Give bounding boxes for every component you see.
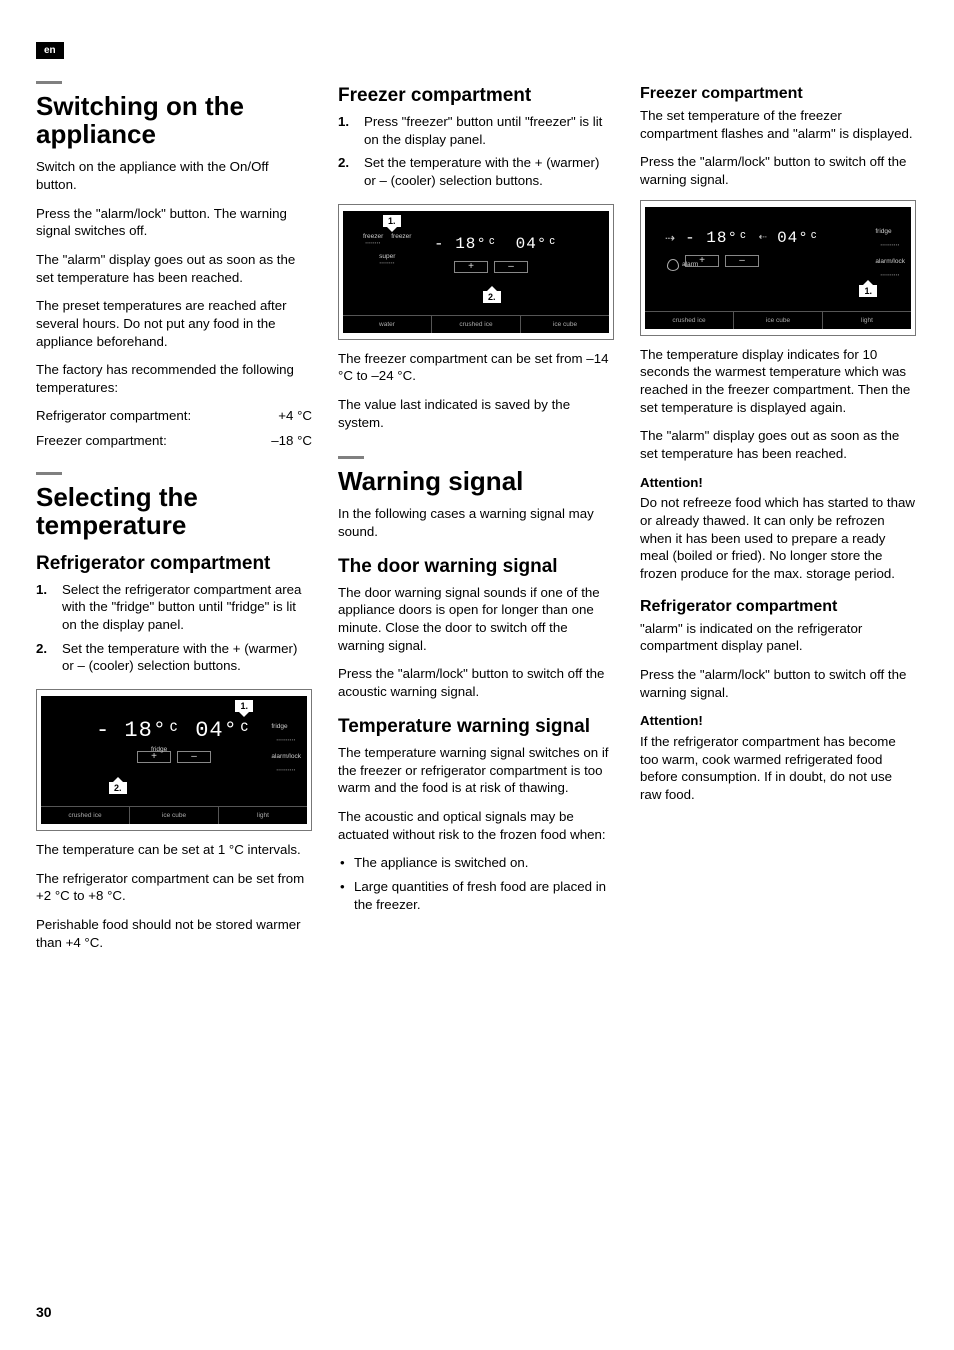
- display-freezer-temp: - 18°ᶜ: [685, 229, 749, 247]
- list-item: Set the temperature with the + (warmer) …: [36, 640, 312, 675]
- heading-switching-on: Switching on the appliance: [36, 92, 312, 148]
- callout-2: 2.: [109, 782, 127, 794]
- alarm-icon: [667, 259, 679, 271]
- temperature-row: Refrigerator compartment: +4 °C: [36, 408, 312, 423]
- panel-bottom-cube: ice cube: [130, 807, 219, 824]
- body-text: Perishable food should not be stored war…: [36, 916, 312, 951]
- display-fridge-temp: 04°ᶜ: [195, 718, 252, 743]
- list-item: Large quantities of fresh food are place…: [338, 878, 614, 913]
- bullet-list: The appliance is switched on. Large quan…: [338, 854, 614, 919]
- column-2: Freezer compartment Press "freezer" butt…: [338, 81, 614, 962]
- panel-bottom-light: light: [823, 312, 911, 329]
- subheading-door-warning: The door warning signal: [338, 556, 614, 578]
- panel-label-super: super: [363, 253, 411, 260]
- subheading-refrigerator-comp: Refrigerator compartment: [640, 598, 916, 616]
- list-item: Select the refrigerator compartment area…: [36, 581, 312, 634]
- display-freezer-temp: - 18°ᶜ: [96, 718, 181, 743]
- panel-bottom-light: light: [219, 807, 307, 824]
- column-1: Switching on the appliance Switch on the…: [36, 81, 312, 962]
- temp-value: –18 °C: [271, 433, 312, 448]
- body-text: Press the "alarm/lock" button to switch …: [640, 666, 916, 701]
- body-text: The "alarm" display goes out as soon as …: [640, 427, 916, 462]
- page-number: 30: [36, 1304, 52, 1320]
- display-fridge-temp: 04°ᶜ: [516, 235, 558, 253]
- ordered-list: Press "freezer" button until "freezer" i…: [338, 113, 614, 196]
- temp-label: Refrigerator compartment:: [36, 408, 191, 423]
- body-text: Press the "alarm/lock" button. The warni…: [36, 205, 312, 240]
- attention-label: Attention!: [640, 712, 916, 730]
- heading-selecting-temp: Selecting the temperature: [36, 483, 312, 539]
- figure-alarm-panel: fridge▪▪▪▪▪▪▪▪▪▪ alarm/lock▪▪▪▪▪▪▪▪▪▪ ⇢ …: [640, 200, 916, 336]
- minus-button: –: [494, 261, 528, 273]
- body-text: The freezer compartment can be set from …: [338, 350, 614, 385]
- list-item: Press "freezer" button until "freezer" i…: [338, 113, 614, 148]
- callout-1: 1.: [235, 700, 253, 712]
- body-text: Do not refreeze food which has started t…: [640, 494, 916, 582]
- body-text: The "alarm" display goes out as soon as …: [36, 251, 312, 286]
- content-columns: Switching on the appliance Switch on the…: [36, 81, 918, 962]
- panel-label-alarmlock: alarm/lock▪▪▪▪▪▪▪▪▪▪: [875, 255, 905, 279]
- section-divider: [338, 456, 364, 459]
- body-text: The preset temperatures are reached afte…: [36, 297, 312, 350]
- panel-bottom-crushed: crushed ice: [41, 807, 130, 824]
- subheading-refrigerator: Refrigerator compartment: [36, 553, 312, 575]
- body-text: In the following cases a warning signal …: [338, 505, 614, 540]
- body-text: Switch on the appliance with the On/Off …: [36, 158, 312, 193]
- attention-label: Attention!: [640, 474, 916, 492]
- panel-label-freezer: freezer: [363, 233, 383, 240]
- panel-bottom-crushed: crushed ice: [432, 316, 521, 333]
- display-freezer-temp: - 18°ᶜ: [434, 235, 498, 253]
- ordered-list: Select the refrigerator compartment area…: [36, 581, 312, 681]
- section-divider: [36, 81, 62, 84]
- body-text: The factory has recommended the followin…: [36, 361, 312, 396]
- body-text: The temperature display indicates for 10…: [640, 346, 916, 417]
- body-text: The set temperature of the freezer compa…: [640, 107, 916, 142]
- body-text: If the refrigerator compartment has beco…: [640, 733, 916, 804]
- callout-2: 2.: [483, 291, 501, 303]
- list-item: Set the temperature with the + (warmer) …: [338, 154, 614, 189]
- panel-label-alarmlock: alarm/lock▪▪▪▪▪▪▪▪▪▪: [271, 750, 301, 774]
- temp-value: +4 °C: [278, 408, 312, 423]
- figure-freezer-panel: 1. freezer ▪▪▪▪▪▪▪▪ freezer super ▪▪▪▪▪▪…: [338, 204, 614, 340]
- body-text: Press the "alarm/lock" button to switch …: [338, 665, 614, 700]
- callout-1: 1.: [383, 215, 401, 227]
- section-divider: [36, 472, 62, 475]
- panel-bottom-crushed: crushed ice: [645, 312, 734, 329]
- body-text: The refrigerator compartment can be set …: [36, 870, 312, 905]
- panel-label-freezer: freezer: [391, 233, 411, 240]
- subheading-freezer: Freezer compartment: [338, 85, 614, 107]
- body-text: The temperature can be set at 1 °C inter…: [36, 841, 312, 859]
- temp-label: Freezer compartment:: [36, 433, 167, 448]
- panel-label-fridge-small: fridge: [151, 746, 167, 753]
- display-fridge-temp: 04°ᶜ: [777, 229, 819, 247]
- panel-bottom-cube: ice cube: [521, 316, 609, 333]
- body-text: Press the "alarm/lock" button to switch …: [640, 153, 916, 188]
- body-text: The acoustic and optical signals may be …: [338, 808, 614, 843]
- panel-bottom-cube: ice cube: [734, 312, 823, 329]
- panel-label-alarm: alarm: [682, 261, 698, 268]
- callout-1: 1.: [859, 285, 877, 297]
- column-3: Freezer compartment The set temperature …: [640, 81, 916, 962]
- panel-label-fridge: fridge▪▪▪▪▪▪▪▪▪▪: [875, 225, 905, 249]
- panel-label-fridge: fridge▪▪▪▪▪▪▪▪▪▪: [271, 720, 301, 744]
- body-text: The temperature warning signal switches …: [338, 744, 614, 797]
- temperature-row: Freezer compartment: –18 °C: [36, 433, 312, 448]
- list-item: The appliance is switched on.: [338, 854, 614, 872]
- heading-warning-signal: Warning signal: [338, 467, 614, 495]
- body-text: The value last indicated is saved by the…: [338, 396, 614, 431]
- plus-button: +: [454, 261, 488, 273]
- body-text: The door warning signal sounds if one of…: [338, 584, 614, 655]
- body-text: "alarm" is indicated on the refrigerator…: [640, 620, 916, 655]
- language-tag: en: [36, 42, 64, 59]
- subheading-freezer-comp: Freezer compartment: [640, 85, 916, 103]
- figure-fridge-panel: 1. fridge▪▪▪▪▪▪▪▪▪▪ alarm/lock▪▪▪▪▪▪▪▪▪▪…: [36, 689, 312, 831]
- minus-button: –: [177, 751, 211, 763]
- subheading-temp-warning: Temperature warning signal: [338, 716, 614, 738]
- panel-bottom-water: water: [343, 316, 432, 333]
- minus-button: –: [725, 255, 759, 267]
